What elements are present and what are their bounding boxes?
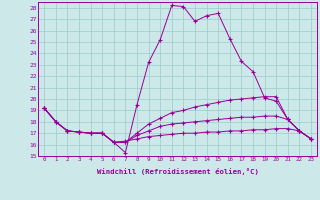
X-axis label: Windchill (Refroidissement éolien,°C): Windchill (Refroidissement éolien,°C) xyxy=(97,168,259,175)
